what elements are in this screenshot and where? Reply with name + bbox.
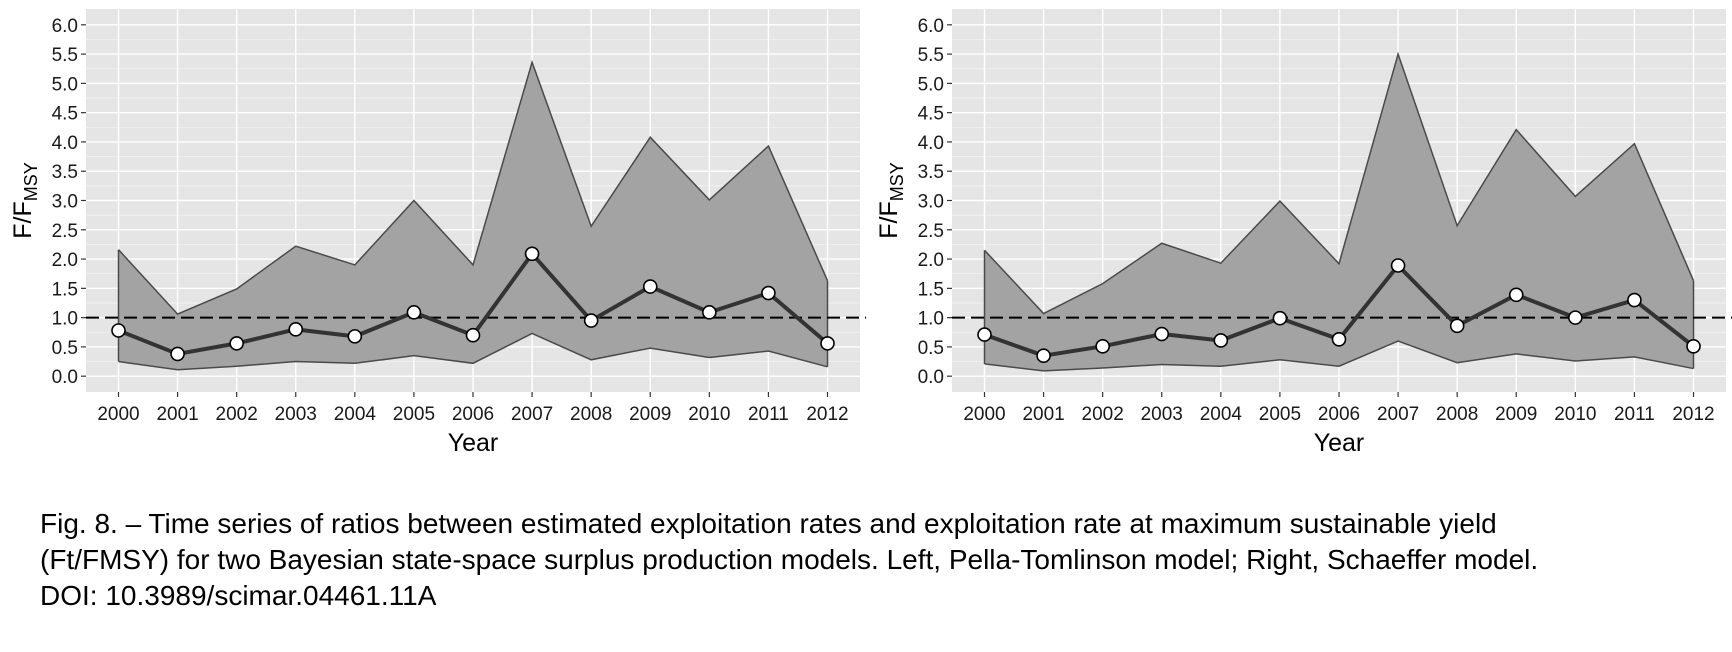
y-tick-label: 0.5 <box>918 338 944 359</box>
data-point <box>1508 287 1524 303</box>
x-tick-label: 2005 <box>1259 404 1301 425</box>
x-tick-label: 2002 <box>1082 404 1124 425</box>
y-tick-label: 3.0 <box>52 192 78 213</box>
y-tick-label: 5.0 <box>918 74 944 95</box>
x-tick-label: 2006 <box>1318 404 1360 425</box>
x-tick-label: 2006 <box>452 404 494 425</box>
y-tick-label: 4.0 <box>52 133 78 154</box>
chart-panel-right: 0.0 0.5 1.0 1.5 2.0 2.5 3.0 3.5 4.0 4.5 5.0 5.5 6.0 2… <box>866 0 1732 500</box>
data-point <box>642 279 658 294</box>
y-tick-label: 2.5 <box>52 221 78 242</box>
y-tick-label: 1.0 <box>52 309 78 330</box>
caption-line-1: Fig. 8. – Time series of ratios between … <box>40 508 1497 539</box>
x-tick-label: 2007 <box>1377 404 1419 425</box>
x-tick-label: 2011 <box>1614 404 1655 425</box>
caption-line-3: DOI: 10.3989/scimar.04461.11A <box>40 580 437 611</box>
data-point <box>583 313 599 328</box>
y-tick-label: 5.0 <box>52 74 78 95</box>
x-axis-title: Year <box>1314 429 1365 457</box>
data-point <box>1390 258 1406 273</box>
y-tick-label: 2.0 <box>52 250 78 271</box>
upper-bound-line <box>117 59 829 316</box>
data-point <box>1154 326 1170 342</box>
y-tick-label: 3.5 <box>918 162 944 183</box>
data-point <box>1568 310 1583 325</box>
caption-line-2: (Ft/FMSY) for two Bayesian state-space s… <box>40 544 1539 575</box>
y-tick-label: 0.5 <box>52 338 78 359</box>
x-tick-label: 2007 <box>511 404 553 425</box>
x-tick-label: 2008 <box>1436 404 1478 425</box>
y-tick-label: 4.5 <box>918 104 944 125</box>
y-tick-label: 1.0 <box>918 309 944 330</box>
y-tick-label: 5.5 <box>918 45 944 66</box>
x-tick-label: 2000 <box>963 404 1005 425</box>
y-tick-label: 0.0 <box>52 367 78 388</box>
data-point <box>406 305 422 320</box>
y-tick-label: 1.5 <box>918 279 944 300</box>
x-tick-label: 2012 <box>806 404 848 425</box>
x-tick-label: 2009 <box>629 404 671 425</box>
x-tick-label: 2008 <box>570 404 612 425</box>
y-axis-title: F/FMSY <box>875 162 907 239</box>
data-point <box>288 322 304 337</box>
y-tick-label: 1.5 <box>52 279 78 300</box>
y-axis-title-main: F/F <box>9 201 37 239</box>
data-point <box>1272 310 1288 326</box>
y-tick-label: 2.0 <box>918 250 944 271</box>
x-tick-label: 2002 <box>216 404 258 425</box>
y-tick-label: 4.0 <box>918 133 944 154</box>
x-tick-label: 2001 <box>1022 404 1064 425</box>
y-tick-label: 6.0 <box>918 16 944 37</box>
data-point <box>347 329 363 344</box>
upper-bound-line <box>983 51 1695 315</box>
y-axis-title: F/FMSY <box>9 162 41 239</box>
data-point <box>170 346 185 362</box>
x-tick-label: 2004 <box>1200 404 1243 425</box>
y-axis-title-subscript: MSY <box>21 162 41 201</box>
data-point <box>820 336 835 351</box>
data-point <box>111 323 126 338</box>
y-axis-title-subscript: MSY <box>887 162 907 201</box>
chart-panel-left: 0.0 0.5 1.0 1.5 2.0 2.5 3.0 3.5 4.0 4.5 5.0 5.5 6.0 2… <box>0 0 866 500</box>
data-point <box>1036 348 1051 363</box>
data-point <box>465 327 481 343</box>
data-point <box>1449 318 1465 334</box>
x-tick-label: 2003 <box>1141 404 1183 425</box>
x-tick-label: 2000 <box>97 404 139 425</box>
chart-left-svg: 0.0 0.5 1.0 1.5 2.0 2.5 3.0 3.5 4.0 4.5 5.0 5.5 6.0 2… <box>9 9 866 457</box>
x-tick-label: 2001 <box>156 404 198 425</box>
y-tick-label: 0.0 <box>918 367 944 388</box>
y-tick-label: 6.0 <box>52 16 78 37</box>
y-tick-label: 3.0 <box>918 192 944 213</box>
y-tick-label: 3.5 <box>52 162 78 183</box>
data-point <box>524 246 540 262</box>
data-point <box>761 285 776 301</box>
chart-right-svg: 0.0 0.5 1.0 1.5 2.0 2.5 3.0 3.5 4.0 4.5 5.0 5.5 6.0 2… <box>875 9 1732 457</box>
data-point <box>977 327 992 342</box>
lower-bound-line <box>118 332 828 371</box>
x-tick-label: 2010 <box>1554 404 1596 425</box>
x-tick-label: 2005 <box>393 404 435 425</box>
y-tick-label: 4.5 <box>52 104 78 125</box>
x-tick-label: 2010 <box>688 404 730 425</box>
x-tick-label: 2011 <box>748 404 789 425</box>
data-point <box>229 336 244 351</box>
y-tick-label: 2.5 <box>918 221 944 242</box>
x-tick-label: 2012 <box>1672 404 1714 425</box>
data-point <box>1686 339 1701 354</box>
x-tick-label: 2003 <box>275 404 317 425</box>
figure-caption: Fig. 8. – Time series of ratios between … <box>40 506 1700 614</box>
y-axis-title-main: F/F <box>875 201 903 239</box>
y-tick-label: 5.5 <box>52 45 78 66</box>
x-tick-label: 2009 <box>1495 404 1537 425</box>
data-point <box>1331 331 1347 347</box>
x-axis-title: Year <box>448 429 499 457</box>
data-point <box>1213 333 1229 348</box>
data-point <box>1627 292 1642 308</box>
data-point <box>1095 339 1110 354</box>
lower-bound-line <box>984 340 1694 372</box>
data-point <box>702 305 717 320</box>
x-tick-label: 2004 <box>334 404 377 425</box>
